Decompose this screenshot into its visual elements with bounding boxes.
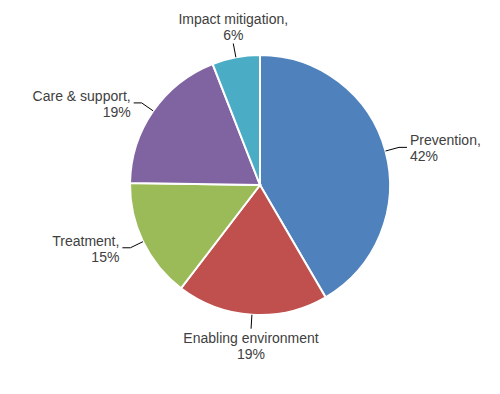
svg-text:Prevention,42%: Prevention,42% bbox=[410, 132, 481, 164]
svg-text:Impact mitigation,6%: Impact mitigation,6% bbox=[178, 11, 288, 43]
svg-text:Enabling environment19%: Enabling environment19% bbox=[183, 330, 319, 362]
svg-text:Treatment,15%: Treatment,15% bbox=[52, 233, 119, 265]
svg-text:Care & support,19%: Care & support,19% bbox=[33, 88, 131, 120]
